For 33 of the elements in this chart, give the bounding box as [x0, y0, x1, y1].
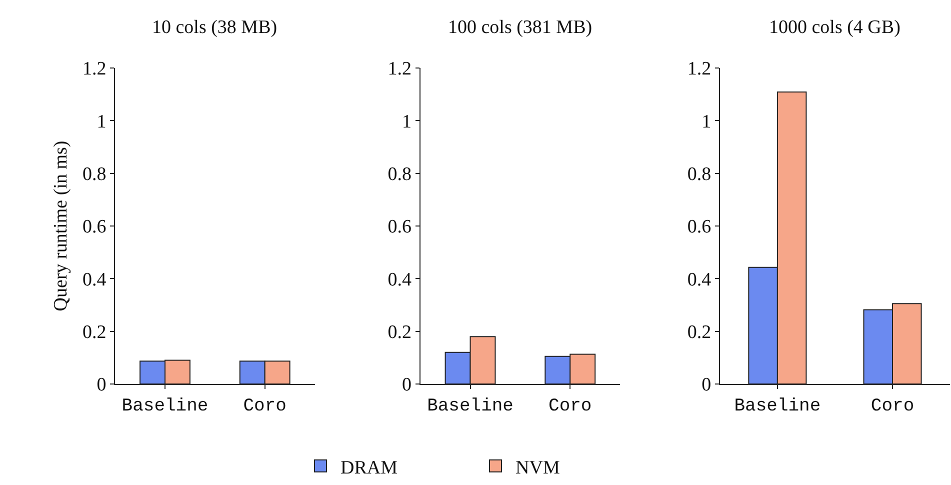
chart-title: 100 cols (381 MB) [448, 17, 592, 38]
y-tick-label: 0.4 [82, 269, 107, 290]
legend-label: NVM [516, 457, 560, 478]
y-tick-label: 0 [96, 374, 106, 396]
x-tick-label: Coro [243, 396, 286, 417]
y-tick-label: 0.2 [388, 322, 412, 343]
y-tick-label: 0.2 [687, 322, 712, 343]
x-tick-label: Baseline [734, 396, 821, 417]
y-tick-label: 1.2 [82, 58, 106, 80]
y-tick-label: 0 [402, 374, 412, 396]
legend-label: DRAM [340, 457, 398, 478]
y-tick-label: 0.4 [388, 269, 412, 290]
y-tick-label: 0.4 [687, 269, 712, 290]
y-tick-label: 1 [402, 111, 412, 132]
chart-title: 1000 cols (4 GB) [769, 17, 900, 38]
y-tick-label: 0.2 [82, 322, 106, 343]
y-tick-label: 0.8 [388, 164, 412, 185]
y-tick-label: 0.6 [687, 216, 712, 238]
x-tick-label: Coro [870, 396, 914, 417]
chart-title: 10 cols (38 MB) [152, 17, 278, 38]
x-tick-label: Baseline [122, 396, 208, 417]
x-tick-label: Baseline [427, 396, 514, 417]
y-tick-label: 1.2 [687, 58, 712, 80]
y-tick-label: 1.2 [388, 58, 412, 80]
y-tick-label: 0.6 [82, 216, 106, 238]
y-tick-label: 0.8 [687, 164, 712, 185]
x-tick-label: Coro [548, 396, 592, 417]
y-tick-label: 1 [96, 111, 106, 132]
y-tick-label: 0 [702, 374, 712, 396]
y-axis-title: Query runtime (in ms) [50, 140, 72, 312]
y-tick-label: 0.6 [388, 216, 412, 238]
y-tick-label: 0.8 [82, 164, 106, 185]
y-tick-label: 1 [702, 111, 712, 132]
